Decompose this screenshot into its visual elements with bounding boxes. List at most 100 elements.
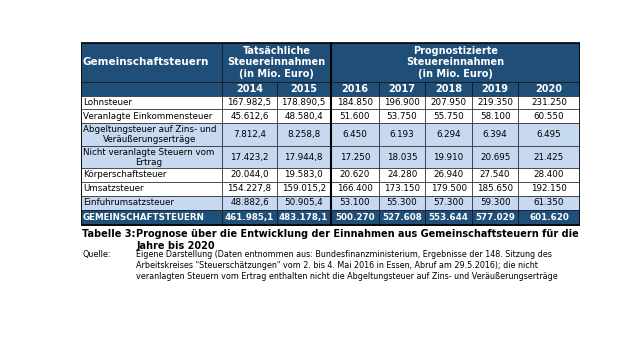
Bar xyxy=(331,196,379,210)
Text: 53.750: 53.750 xyxy=(387,112,417,121)
Bar xyxy=(379,182,426,196)
Text: 45.612,6: 45.612,6 xyxy=(231,112,269,121)
Text: 2018: 2018 xyxy=(435,84,462,94)
Bar xyxy=(331,146,379,168)
Text: 27.540: 27.540 xyxy=(480,170,511,179)
Bar xyxy=(379,210,426,225)
Bar xyxy=(518,123,580,146)
Text: 6.495: 6.495 xyxy=(536,130,562,139)
Bar xyxy=(222,196,276,210)
Text: 185.650: 185.650 xyxy=(477,184,513,193)
Bar xyxy=(222,123,276,146)
Text: 2015: 2015 xyxy=(290,84,317,94)
Bar xyxy=(472,182,518,196)
Text: 7.812,4: 7.812,4 xyxy=(233,130,266,139)
Text: 17.423,2: 17.423,2 xyxy=(230,153,269,162)
Text: 20.695: 20.695 xyxy=(480,153,510,162)
Bar xyxy=(80,196,222,210)
Text: 58.100: 58.100 xyxy=(480,112,511,121)
Text: 20.044,0: 20.044,0 xyxy=(230,170,269,179)
Text: 55.750: 55.750 xyxy=(433,112,464,121)
Text: Eigene Darstellung (Daten entnommen aus: Bundesfinanzministerium, Ergebnisse der: Eigene Darstellung (Daten entnommen aus:… xyxy=(137,250,558,281)
Text: 17.250: 17.250 xyxy=(339,153,370,162)
Bar xyxy=(379,82,426,95)
Text: 173.150: 173.150 xyxy=(384,184,420,193)
Text: 51.600: 51.600 xyxy=(339,112,370,121)
Text: 57.300: 57.300 xyxy=(433,198,464,207)
Text: 6.294: 6.294 xyxy=(437,130,461,139)
Text: Einfuhrumsatzsteuer: Einfuhrumsatzsteuer xyxy=(83,198,174,207)
Text: Tabelle 3:: Tabelle 3: xyxy=(82,229,135,239)
Bar xyxy=(379,123,426,146)
Bar xyxy=(80,168,222,182)
Bar xyxy=(472,146,518,168)
Text: 500.270: 500.270 xyxy=(335,213,375,222)
Text: Umsatzsteuer: Umsatzsteuer xyxy=(83,184,144,193)
Text: 179.500: 179.500 xyxy=(431,184,467,193)
Text: 20.620: 20.620 xyxy=(339,170,370,179)
Text: 483.178,1: 483.178,1 xyxy=(279,213,328,222)
Text: Nicht veranlagte Steuern vom
Ertrag: Nicht veranlagte Steuern vom Ertrag xyxy=(83,147,214,167)
Bar xyxy=(331,109,379,123)
Bar xyxy=(222,210,276,225)
Bar xyxy=(518,95,580,109)
Text: 2014: 2014 xyxy=(236,84,263,94)
Text: 6.450: 6.450 xyxy=(343,130,367,139)
Bar xyxy=(276,82,331,95)
Text: Quelle:: Quelle: xyxy=(82,250,111,259)
Text: 207.950: 207.950 xyxy=(431,98,467,107)
Bar xyxy=(426,210,472,225)
Bar xyxy=(472,123,518,146)
Bar xyxy=(276,210,331,225)
Text: 154.227,8: 154.227,8 xyxy=(227,184,272,193)
Text: 50.905,4: 50.905,4 xyxy=(284,198,323,207)
Bar xyxy=(426,182,472,196)
Text: 167.982,5: 167.982,5 xyxy=(227,98,272,107)
Bar xyxy=(276,109,331,123)
Text: 8.258,8: 8.258,8 xyxy=(287,130,320,139)
Bar xyxy=(276,182,331,196)
Bar xyxy=(518,210,580,225)
Bar xyxy=(426,109,472,123)
Bar xyxy=(426,168,472,182)
Bar xyxy=(331,182,379,196)
Text: 2017: 2017 xyxy=(388,84,415,94)
Bar xyxy=(80,95,222,109)
Text: 192.150: 192.150 xyxy=(531,184,567,193)
Bar xyxy=(518,196,580,210)
Bar xyxy=(426,95,472,109)
Text: Tatsächliche
Steuereinnahmen
(in Mio. Euro): Tatsächliche Steuereinnahmen (in Mio. Eu… xyxy=(227,46,326,79)
Text: 48.882,6: 48.882,6 xyxy=(230,198,269,207)
Text: 48.580,4: 48.580,4 xyxy=(284,112,323,121)
Bar xyxy=(472,82,518,95)
Bar xyxy=(80,123,222,146)
Bar xyxy=(222,43,331,82)
Text: 59.300: 59.300 xyxy=(480,198,511,207)
Bar xyxy=(222,82,276,95)
Bar xyxy=(331,43,580,82)
Bar xyxy=(222,168,276,182)
Text: 178.890,5: 178.890,5 xyxy=(281,98,326,107)
Text: Abgeltungsteuer auf Zins- und
Veräußerungserträge: Abgeltungsteuer auf Zins- und Veräußerun… xyxy=(83,125,216,144)
Text: 21.425: 21.425 xyxy=(534,153,564,162)
Bar xyxy=(426,123,472,146)
Bar xyxy=(80,43,222,82)
Bar xyxy=(331,95,379,109)
Bar xyxy=(518,182,580,196)
Text: 159.015,2: 159.015,2 xyxy=(281,184,326,193)
Text: Prognose über die Entwicklung der Einnahmen aus Gemeinschaftsteuern für die
Jahr: Prognose über die Entwicklung der Einnah… xyxy=(137,229,579,251)
Bar xyxy=(222,95,276,109)
Text: Prognostizierte
Steuereinnahmen
(in Mio. Euro): Prognostizierte Steuereinnahmen (in Mio.… xyxy=(406,46,504,79)
Bar xyxy=(472,210,518,225)
Bar xyxy=(426,196,472,210)
Bar xyxy=(276,95,331,109)
Text: Lohnsteuer: Lohnsteuer xyxy=(83,98,132,107)
Text: 19.583,0: 19.583,0 xyxy=(284,170,323,179)
Bar xyxy=(80,182,222,196)
Text: 601.620: 601.620 xyxy=(529,213,569,222)
Text: 2016: 2016 xyxy=(341,84,368,94)
Text: GEMEINSCHAFTSTEUERN: GEMEINSCHAFTSTEUERN xyxy=(83,213,205,222)
Text: 553.644: 553.644 xyxy=(429,213,469,222)
Text: 577.029: 577.029 xyxy=(475,213,515,222)
Bar xyxy=(276,168,331,182)
